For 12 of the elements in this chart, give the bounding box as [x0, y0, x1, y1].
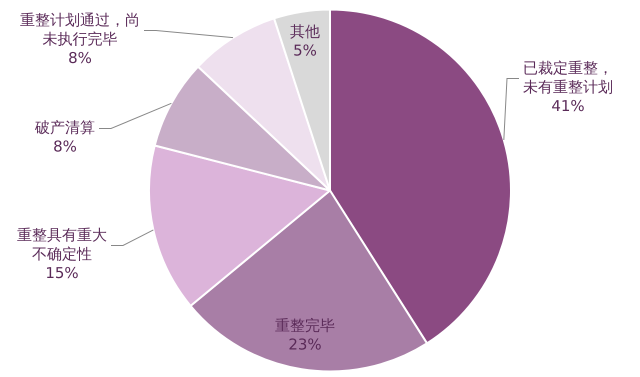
data-label: 8% — [53, 137, 77, 156]
slice-label: 破产清算 — [34, 118, 95, 136]
data-label: 8% — [68, 48, 92, 67]
data-label: 23% — [288, 335, 322, 354]
slice-label: 其他 — [290, 22, 320, 40]
slice-label: 已裁定重整，未有重整计划 — [523, 58, 613, 96]
data-label: 15% — [45, 264, 79, 282]
data-label: 41% — [551, 96, 585, 115]
slice-label: 重整完毕 — [275, 316, 335, 334]
data-label: 5% — [293, 41, 317, 60]
slice-label: 重整具有重大不确定性 — [17, 226, 107, 263]
slice-label: 重整计划通过，尚未执行完毕 — [20, 10, 140, 48]
